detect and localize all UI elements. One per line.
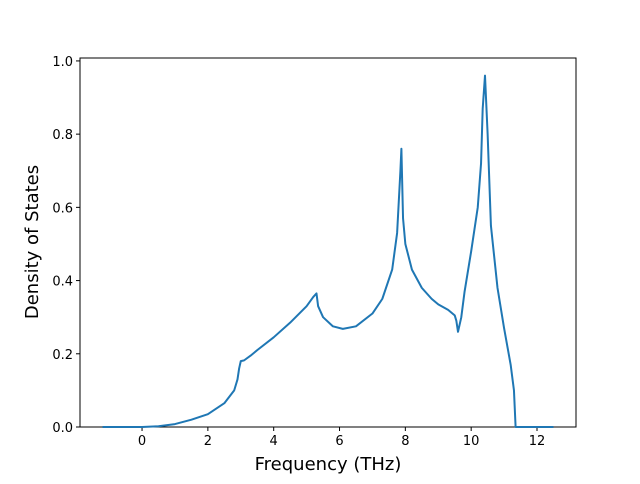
x-tick-label: 6 [335, 434, 343, 449]
x-tick-label: 8 [401, 434, 409, 449]
y-tick-label: 0.2 [52, 348, 73, 363]
axes-frame [79, 57, 577, 428]
y-tick-label: 1.0 [52, 55, 73, 70]
y-tick-label: 0.6 [52, 201, 73, 216]
x-tick-label: 2 [204, 434, 212, 449]
x-tick-label: 12 [529, 434, 546, 449]
y-tick-label: 0.4 [52, 275, 73, 290]
x-tick-label: 0 [138, 434, 146, 449]
x-axis-label: Frequency (THz) [255, 454, 402, 475]
y-tick-label: 0.0 [52, 421, 73, 436]
x-tick-label: 4 [270, 434, 278, 449]
line-series [102, 74, 554, 428]
y-axis-label: Density of States [22, 165, 43, 319]
y-tick-label: 0.8 [52, 128, 73, 143]
x-tick-label: 10 [463, 434, 480, 449]
